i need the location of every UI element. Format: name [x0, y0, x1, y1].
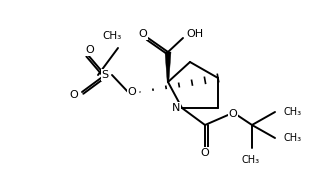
Text: O: O — [201, 148, 209, 158]
Text: CH₃: CH₃ — [242, 155, 260, 165]
Text: S: S — [101, 70, 108, 80]
Text: O: O — [86, 45, 94, 55]
Text: CH₃: CH₃ — [283, 107, 301, 117]
Text: O: O — [139, 29, 147, 39]
Text: CH₃: CH₃ — [102, 31, 122, 41]
Polygon shape — [165, 52, 171, 82]
Text: O: O — [128, 87, 136, 97]
Text: O: O — [70, 90, 78, 100]
Text: OH: OH — [186, 29, 204, 39]
Text: O: O — [229, 109, 237, 119]
Text: CH₃: CH₃ — [283, 133, 301, 143]
Text: N: N — [172, 103, 180, 113]
